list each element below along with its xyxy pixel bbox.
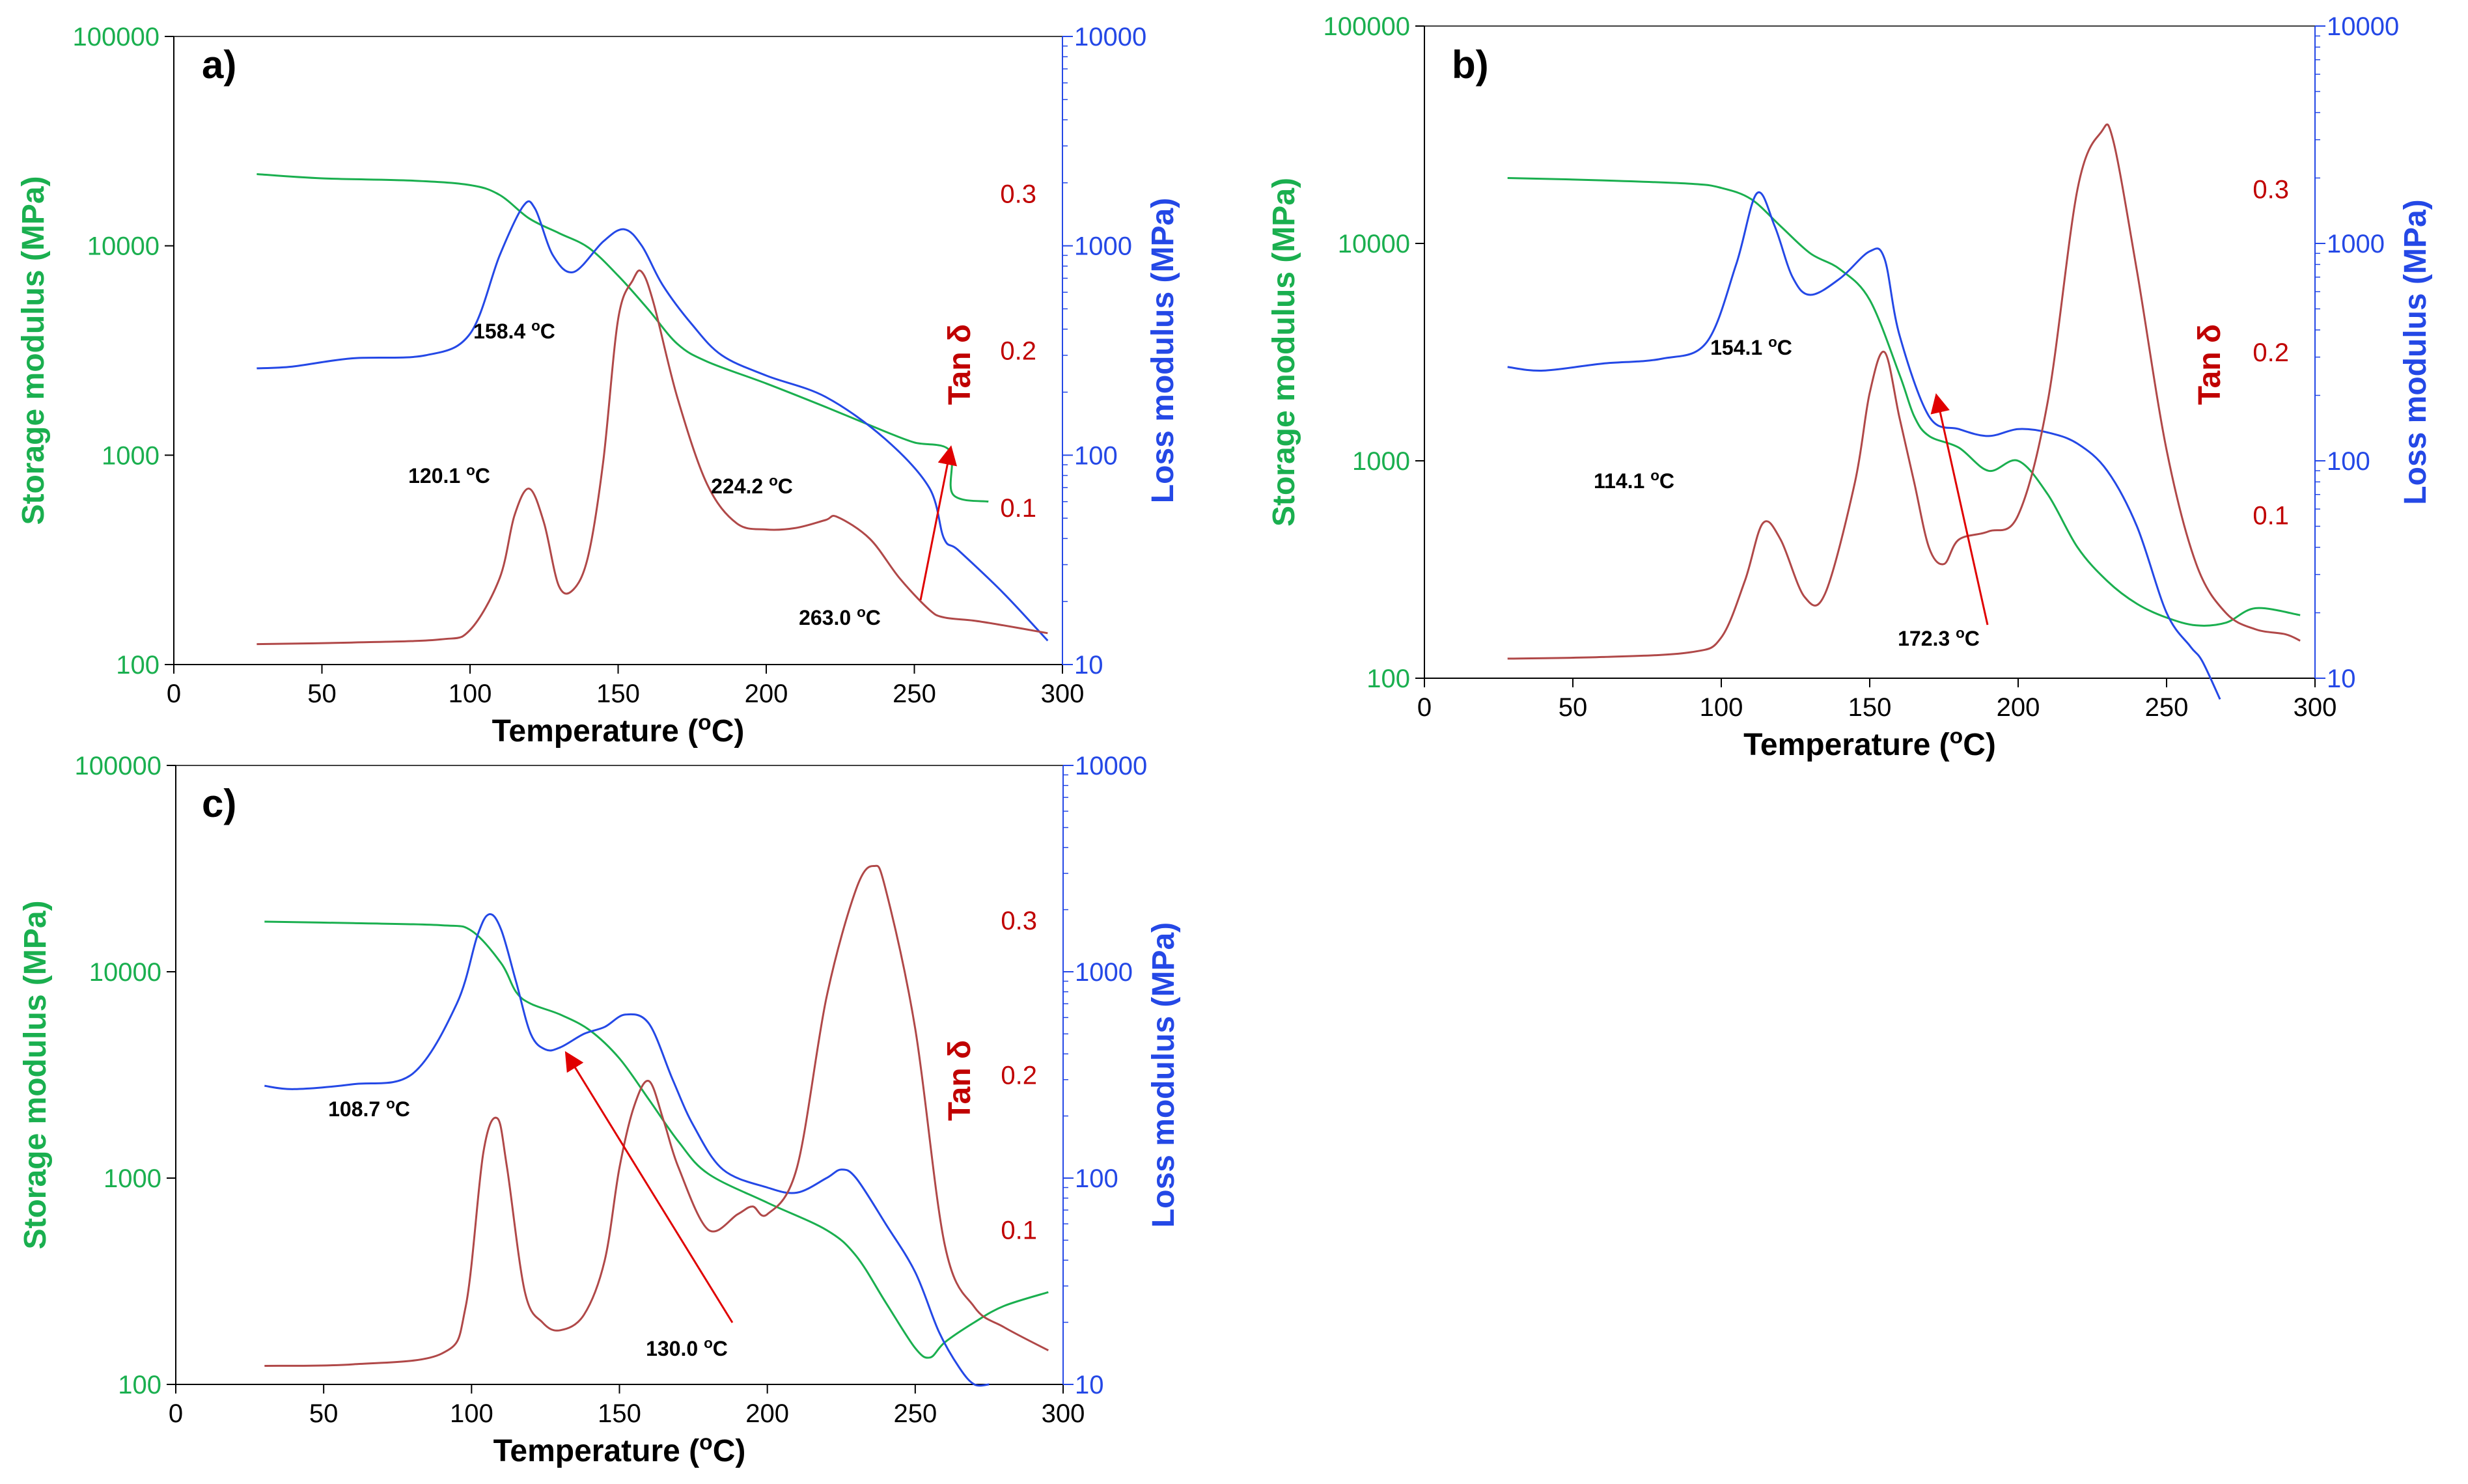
chart-panel-2: 0 50 100 150 200 250 300 100 1000 10000 100000 10 10… bbox=[1267, 12, 2433, 762]
x-tick-label: 250 bbox=[893, 680, 936, 708]
x-tick-label: 100 bbox=[450, 1399, 493, 1428]
tan-tick-label: 0.3 bbox=[1001, 907, 1037, 935]
y-right-tick-label: 10 bbox=[1075, 1371, 1104, 1399]
tan-tick-label: 0.1 bbox=[1000, 494, 1036, 523]
x-tick-label: 150 bbox=[1848, 693, 1892, 722]
y-left-tick-label: 10000 bbox=[89, 958, 161, 987]
x-tick-label: 50 bbox=[307, 680, 337, 708]
x-tick-label: 50 bbox=[309, 1399, 339, 1428]
panel-label: c) bbox=[202, 782, 236, 825]
y-left-tick-label: 100 bbox=[118, 1371, 161, 1399]
peak-annotation: 263.0 oC bbox=[799, 604, 881, 630]
x-tick-label: 150 bbox=[596, 680, 640, 708]
y-right-tick-label: 1000 bbox=[1075, 958, 1133, 987]
y-right-tick-label: 10000 bbox=[2327, 12, 2399, 41]
x-tick-label: 300 bbox=[2294, 693, 2337, 722]
x-tick-label: 300 bbox=[1041, 680, 1085, 708]
y-right-axis-label: Loss modulus (MPa) bbox=[1146, 922, 1181, 1228]
tan-delta-axis-label: Tan δ bbox=[2193, 324, 2227, 405]
y-right-axis-label: Loss modulus (MPa) bbox=[2398, 199, 2433, 504]
x-tick-label: 250 bbox=[2145, 693, 2189, 722]
y-left-tick-label: 100 bbox=[1366, 665, 1410, 693]
y-right-tick-label: 10000 bbox=[1075, 752, 1147, 780]
y-left-axis-label: Storage modulus (MPa) bbox=[1267, 178, 1301, 527]
x-tick-label: 300 bbox=[1042, 1399, 1085, 1428]
tan-tick-label: 0.1 bbox=[1001, 1216, 1037, 1244]
storage-modulus-line bbox=[257, 173, 989, 503]
y-left-tick-label: 10000 bbox=[1338, 230, 1410, 258]
chart-panel-3: 0 50 100 150 200 250 300 100 1000 10000 100000 10 10… bbox=[18, 752, 1181, 1468]
loss-modulus-line bbox=[264, 913, 990, 1387]
peak-annotation: 108.7 oC bbox=[328, 1095, 410, 1121]
peak-annotation: 224.2 oC bbox=[711, 473, 793, 499]
y-left-tick-label: 100 bbox=[116, 651, 159, 680]
panel-label: b) bbox=[1452, 43, 1489, 87]
y-right-tick-label: 10 bbox=[2327, 665, 2356, 693]
x-tick-label: 250 bbox=[893, 1399, 937, 1428]
y-right-tick-label: 100 bbox=[2327, 447, 2370, 476]
y-right-axis-label: Loss modulus (MPa) bbox=[1146, 198, 1180, 503]
tan-tick-label: 0.2 bbox=[1000, 337, 1036, 366]
y-left-tick-label: 1000 bbox=[1352, 447, 1410, 476]
annotation-arrow bbox=[919, 445, 958, 601]
y-right-tick-label: 100 bbox=[1075, 1164, 1118, 1193]
x-tick-label: 100 bbox=[449, 680, 492, 708]
x-tick-label: 50 bbox=[1559, 693, 1588, 722]
y-left-tick-label: 100000 bbox=[73, 23, 159, 51]
peak-annotation: 130.0 oC bbox=[646, 1335, 728, 1361]
annotation-arrow bbox=[1930, 393, 1989, 625]
y-right-tick-label: 10 bbox=[1074, 651, 1103, 680]
x-axis-label: Temperature (oC) bbox=[492, 711, 745, 749]
tan-delta-line bbox=[257, 269, 1048, 646]
peak-annotation: 120.1 oC bbox=[408, 462, 490, 488]
y-right-tick-label: 100 bbox=[1074, 441, 1118, 470]
tan-tick-label: 0.3 bbox=[2253, 176, 2289, 204]
loss-modulus-line bbox=[1507, 191, 2221, 700]
tan-delta-axis-label: Tan δ bbox=[943, 1040, 977, 1121]
peak-annotation: 158.4 oC bbox=[473, 318, 555, 344]
tan-tick-label: 0.3 bbox=[1000, 180, 1036, 208]
storage-modulus-line bbox=[264, 920, 1049, 1359]
y-left-axis-label: Storage modulus (MPa) bbox=[16, 176, 51, 525]
y-left-axis-label: Storage modulus (MPa) bbox=[18, 900, 53, 1249]
y-right-tick-label: 1000 bbox=[1074, 232, 1132, 261]
x-tick-label: 200 bbox=[745, 1399, 789, 1428]
x-axis-label: Temperature (oC) bbox=[1743, 724, 1996, 763]
peak-annotation: 154.1 oC bbox=[1710, 334, 1792, 360]
storage-modulus-line bbox=[1507, 177, 2301, 627]
panel-label: a) bbox=[202, 43, 236, 87]
x-tick-label: 150 bbox=[598, 1399, 641, 1428]
tan-delta-axis-label: Tan δ bbox=[943, 324, 977, 405]
annotation-arrow bbox=[564, 1051, 734, 1323]
y-left-tick-label: 1000 bbox=[104, 1164, 161, 1193]
peak-annotation: 172.3 oC bbox=[1898, 625, 1980, 651]
loss-modulus-line bbox=[257, 200, 1049, 642]
y-left-tick-label: 100000 bbox=[75, 752, 161, 780]
y-left-tick-label: 10000 bbox=[87, 232, 159, 261]
tan-delta-line bbox=[264, 864, 1049, 1367]
peak-annotation: 114.1 oC bbox=[1594, 467, 1674, 493]
x-tick-label: 100 bbox=[1700, 693, 1743, 722]
y-left-tick-label: 1000 bbox=[102, 441, 159, 470]
x-tick-label: 200 bbox=[1997, 693, 2040, 722]
x-tick-label: 0 bbox=[167, 680, 181, 708]
y-left-tick-label: 100000 bbox=[1324, 12, 1410, 41]
tan-tick-label: 0.2 bbox=[2253, 338, 2289, 367]
x-axis-label: Temperature (oC) bbox=[493, 1431, 746, 1469]
y-right-tick-label: 10000 bbox=[1074, 23, 1146, 51]
x-tick-label: 0 bbox=[1417, 693, 1432, 722]
tan-tick-label: 0.2 bbox=[1001, 1062, 1037, 1090]
y-right-tick-label: 1000 bbox=[2327, 230, 2385, 258]
x-tick-label: 200 bbox=[745, 680, 788, 708]
chart-panel-1: 0 50 100 150 200 250 300 100 1000 10000 100000 10 10… bbox=[16, 23, 1180, 749]
tan-tick-label: 0.1 bbox=[2253, 502, 2289, 530]
x-tick-label: 0 bbox=[169, 1399, 183, 1428]
tan-delta-line bbox=[1507, 123, 2301, 660]
